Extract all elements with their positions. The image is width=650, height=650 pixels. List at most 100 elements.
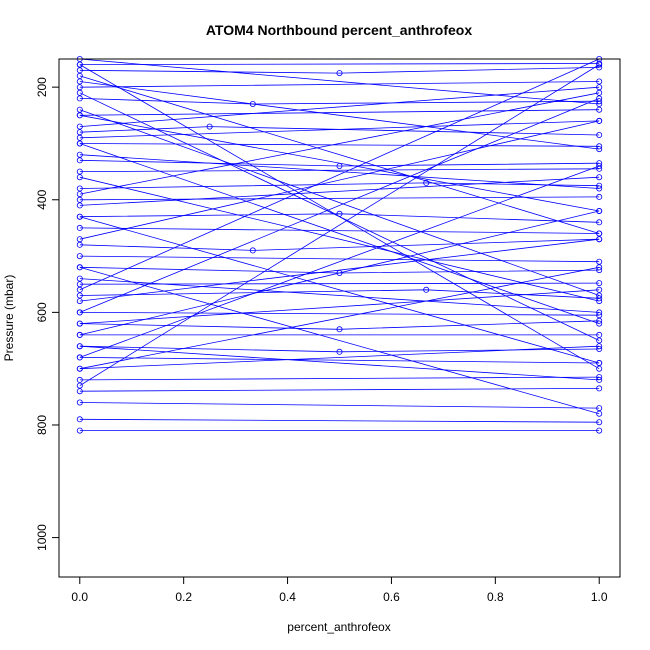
y-axis-label: Pressure (mbar) xyxy=(2,275,16,362)
data-point-marker xyxy=(206,123,213,130)
data-point-marker xyxy=(596,309,603,316)
data-point-marker xyxy=(76,140,83,147)
data-point-marker xyxy=(596,292,603,299)
data-point-marker xyxy=(596,131,603,138)
data-point-marker xyxy=(76,343,83,350)
data-point-marker xyxy=(596,343,603,350)
data-point-marker xyxy=(596,419,603,426)
data-point-marker xyxy=(76,191,83,198)
data-point-marker xyxy=(596,385,603,392)
profile-series xyxy=(76,95,603,316)
data-point-marker xyxy=(76,72,83,79)
profile-line xyxy=(79,418,600,423)
data-point-marker xyxy=(76,185,83,192)
profile-series xyxy=(76,399,603,412)
data-point-marker xyxy=(596,320,603,327)
profile-line xyxy=(79,86,600,127)
data-point-marker xyxy=(596,106,603,113)
data-point-marker xyxy=(76,106,83,113)
data-point-marker xyxy=(596,185,603,192)
data-point-marker xyxy=(76,382,83,389)
profile-series xyxy=(76,317,603,333)
profile-line xyxy=(79,345,600,381)
profile-series xyxy=(76,140,603,150)
data-point-marker xyxy=(596,78,603,85)
data-point-marker xyxy=(596,193,603,200)
data-point-marker xyxy=(596,236,603,243)
data-point-marker xyxy=(596,117,603,124)
profile-series xyxy=(76,210,603,226)
profile-series xyxy=(76,140,603,327)
data-point-marker xyxy=(76,331,83,338)
x-tick-label: 0.0 xyxy=(71,590,88,604)
profile-series xyxy=(76,275,603,316)
y-tick-label: 600 xyxy=(35,302,49,322)
profile-series xyxy=(76,286,603,327)
profile-series xyxy=(76,236,603,305)
profile-series xyxy=(76,416,603,426)
profile-series xyxy=(76,179,603,192)
data-point-marker xyxy=(76,78,83,85)
data-point-marker xyxy=(596,146,603,153)
profile-series xyxy=(76,213,603,366)
data-point-marker xyxy=(76,123,83,130)
profile-series xyxy=(76,60,603,68)
y-tick-label: 400 xyxy=(35,189,49,209)
profile-series xyxy=(76,253,603,265)
profile-series xyxy=(76,343,603,372)
data-point-marker xyxy=(76,298,83,305)
data-point-marker xyxy=(596,89,603,96)
data-point-marker xyxy=(76,253,83,260)
profile-line xyxy=(79,67,600,74)
data-point-marker xyxy=(596,376,603,383)
profile-line xyxy=(79,98,600,313)
profile-line xyxy=(79,58,600,105)
profile-line xyxy=(79,75,600,234)
profile-line xyxy=(79,210,600,336)
data-point-marker xyxy=(76,89,83,96)
profile-line xyxy=(79,168,600,173)
profile-series xyxy=(76,56,603,108)
profile-line xyxy=(79,278,600,313)
data-point-marker xyxy=(76,134,83,141)
profile-line xyxy=(79,311,600,316)
data-point-marker xyxy=(423,286,430,293)
data-point-marker xyxy=(76,67,83,74)
data-point-marker xyxy=(76,309,83,316)
data-point-marker xyxy=(76,112,83,119)
x-axis: 0.0 0.2 0.4 0.6 0.8 1.0 xyxy=(71,576,608,604)
data-point-marker xyxy=(76,174,83,181)
data-point-marker xyxy=(76,202,83,209)
y-tick-label: 200 xyxy=(35,77,49,97)
profile-line xyxy=(79,81,600,88)
profile-line xyxy=(79,58,600,291)
data-point-marker xyxy=(76,196,83,203)
profile-line xyxy=(79,320,600,330)
data-point-marker xyxy=(596,84,603,91)
data-point-marker xyxy=(596,174,603,181)
data-point-marker xyxy=(596,61,603,68)
profile-series xyxy=(76,89,603,198)
profile-series xyxy=(76,72,603,237)
x-tick-label: 0.4 xyxy=(279,590,296,604)
profile-line xyxy=(79,165,600,358)
profile-line xyxy=(79,266,600,370)
data-point-marker xyxy=(76,236,83,243)
data-point-marker xyxy=(76,151,83,158)
profile-line xyxy=(79,92,600,195)
x-axis-label: percent_anthrofeox xyxy=(287,620,390,634)
profile-line xyxy=(79,159,600,167)
data-point-marker xyxy=(596,286,603,293)
x-tick-label: 0.2 xyxy=(175,590,192,604)
data-point-marker xyxy=(76,264,83,271)
x-tick-label: 0.8 xyxy=(487,590,504,604)
data-point-marker xyxy=(596,230,603,237)
data-point-marker xyxy=(596,280,603,287)
data-point-marker xyxy=(76,241,83,248)
profile-line xyxy=(79,289,600,324)
profile-line xyxy=(79,196,600,201)
data-point-marker xyxy=(336,326,343,333)
profile-line xyxy=(79,64,600,386)
profile-series xyxy=(76,78,603,153)
data-point-marker xyxy=(76,376,83,383)
